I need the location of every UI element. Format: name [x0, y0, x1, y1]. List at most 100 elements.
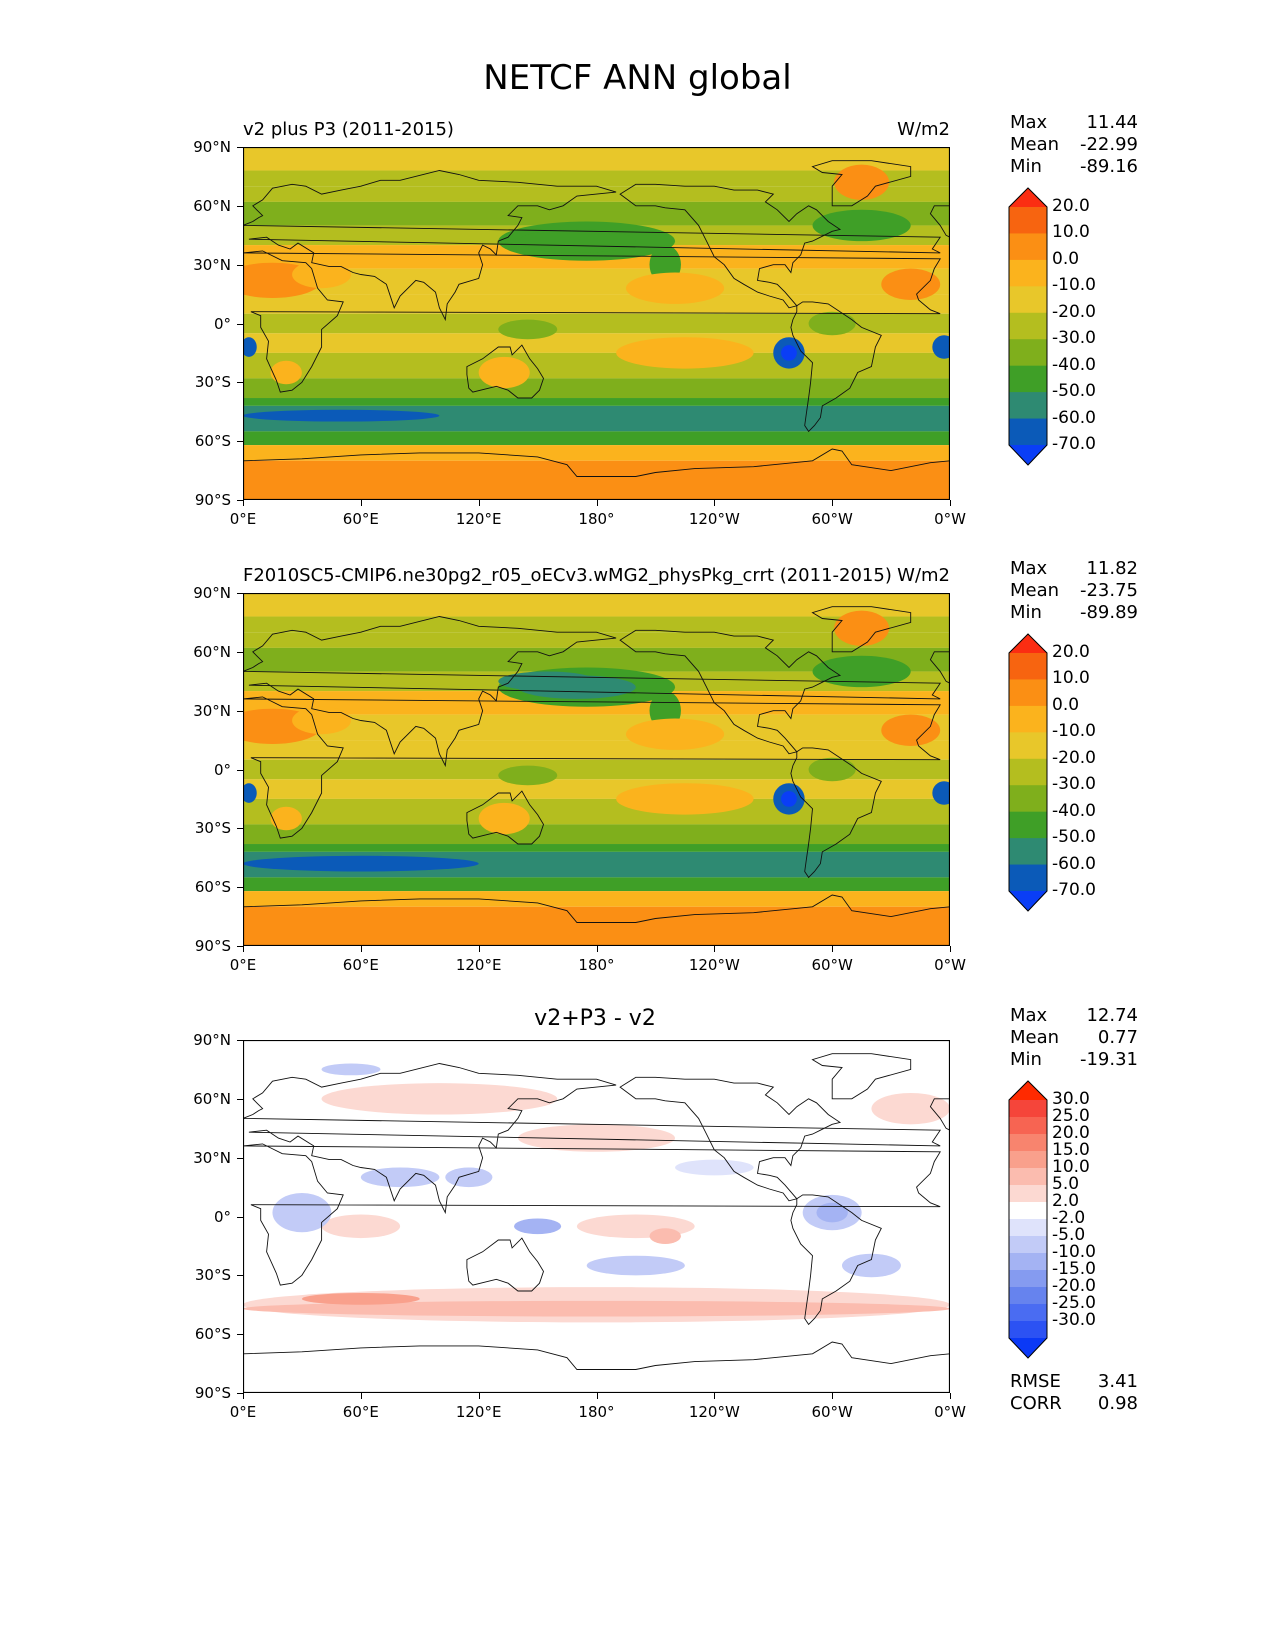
y-tick-mark — [237, 651, 243, 653]
colorbar-label: -20.0 — [1052, 1276, 1096, 1296]
colorbar-label: 5.0 — [1052, 1174, 1080, 1194]
x-tick-mark — [950, 1393, 951, 1399]
colorbar-label: 15.0 — [1052, 1140, 1090, 1160]
coastlines — [243, 160, 950, 500]
x-tick-mark — [832, 946, 834, 952]
colorbar-label: -30.0 — [1052, 1310, 1096, 1330]
colorbar-label: 2.0 — [1052, 1191, 1080, 1211]
colorbar-label: 20.0 — [1052, 642, 1090, 662]
stat-label: Min — [1010, 1049, 1042, 1070]
x-tick-mark — [832, 500, 834, 506]
colorbar-extend-max — [1009, 188, 1047, 207]
stat-value: 11.82 — [1086, 558, 1138, 579]
colorbar-outline — [1008, 633, 1048, 912]
coastline-eastAmerica — [929, 651, 950, 684]
contour-field — [243, 593, 950, 946]
colorbar-extend-max — [1009, 634, 1047, 653]
colorbar-label: -20.0 — [1052, 301, 1096, 322]
map-plot — [243, 593, 950, 946]
colorbar-segment — [1009, 811, 1047, 839]
x-tick-label: 60°E — [342, 510, 379, 528]
colorbar-extend-max — [1009, 1081, 1047, 1100]
stat-min: Min -89.16 — [1010, 156, 1138, 178]
coastline-eurasia — [243, 1063, 942, 1215]
y-tick-label: 90°N — [193, 138, 231, 156]
colorbar-segment — [1009, 418, 1047, 446]
y-tick-mark — [237, 887, 243, 889]
y-tick-label: 60°N — [193, 196, 231, 215]
y-tick-label: 60°S — [194, 878, 231, 897]
coastline-samerica — [790, 747, 882, 879]
coastline-samerica — [790, 301, 882, 433]
metric-label: CORR — [1010, 1393, 1062, 1414]
x-tick-mark — [714, 1393, 716, 1399]
y-tick-mark — [237, 147, 243, 148]
map-plot — [243, 147, 950, 500]
stat-label: Max — [1010, 112, 1048, 133]
x-tick-label: 0°W — [934, 510, 966, 528]
coastline-antarctica — [243, 448, 950, 500]
colorbar-segment — [1009, 1134, 1047, 1152]
y-tick-label: 30°N — [193, 1148, 231, 1167]
x-tick-mark — [360, 1393, 362, 1399]
stat-value: -89.16 — [1079, 156, 1138, 177]
x-tick-label: 120°W — [688, 956, 740, 974]
colorbar-segment — [1009, 339, 1047, 367]
y-tick-mark — [237, 1157, 243, 1159]
panel-title: v2+P3 - v2 — [534, 1006, 656, 1031]
colorbar-label: -10.0 — [1052, 721, 1096, 742]
colorbar-segment — [1009, 1100, 1047, 1118]
y-tick-mark — [237, 946, 243, 947]
y-tick-label: 90°N — [193, 584, 231, 602]
metric-value: 3.41 — [1097, 1371, 1138, 1392]
y-tick-mark — [237, 1334, 243, 1336]
y-tick-label: 90°S — [194, 491, 231, 509]
stat-mean: Mean 0.77 — [1010, 1027, 1138, 1049]
colorbar-label: -25.0 — [1052, 1293, 1096, 1313]
x-tick-mark — [832, 1393, 834, 1399]
y-tick-label: 30°S — [194, 819, 231, 838]
y-tick-label: 90°S — [194, 937, 231, 955]
y-tick-label: 0° — [213, 1207, 231, 1226]
stats-block: Max 11.44 Mean -22.99 Min -89.16 — [1010, 112, 1138, 178]
colorbar-segment — [1009, 1253, 1047, 1271]
metric-label: RMSE — [1010, 1371, 1061, 1392]
colorbar-segment — [1009, 207, 1047, 234]
y-tick-label: 60°S — [194, 1325, 231, 1344]
colorbar-segment — [1009, 286, 1047, 314]
map-plot — [243, 1040, 950, 1393]
colorbar-label: -50.0 — [1052, 381, 1096, 402]
stat-max: Max 12.74 — [1010, 1005, 1138, 1027]
colorbar-label: 20.0 — [1052, 1123, 1090, 1143]
colorbar-extend-min — [1009, 445, 1047, 465]
stat-min: Min -19.31 — [1010, 1049, 1138, 1071]
metric-rmse: RMSE 3.41 — [1010, 1371, 1138, 1393]
colorbar-segment — [1009, 785, 1047, 813]
figure-title: NETCF ANN global — [483, 58, 792, 98]
colorbar-label: -60.0 — [1052, 407, 1096, 428]
y-tick-mark — [237, 593, 243, 594]
coastline-eurasia — [243, 170, 942, 322]
y-tick-mark — [237, 205, 243, 207]
colorbar-label: -60.0 — [1052, 853, 1096, 874]
colorbar-label: -20.0 — [1052, 747, 1096, 768]
x-tick-mark — [478, 1393, 480, 1399]
colorbar-label: 10.0 — [1052, 668, 1090, 689]
map-frame — [243, 147, 950, 500]
y-tick-label: 30°S — [194, 1266, 231, 1285]
colorbar-segment — [1009, 1202, 1047, 1220]
x-tick-mark — [950, 500, 951, 506]
colorbar-label: 10.0 — [1052, 222, 1090, 243]
coastline-greenland — [811, 1053, 912, 1100]
y-tick-mark — [237, 441, 243, 443]
contour-field — [243, 147, 950, 500]
colorbar — [1008, 633, 1048, 912]
colorbar-segment — [1009, 838, 1047, 866]
x-tick-label: 120°W — [688, 510, 740, 528]
coastline-australia — [466, 344, 544, 399]
x-tick-label: 180° — [578, 956, 615, 974]
x-tick-label: 0°E — [229, 510, 257, 528]
colorbar-label: -70.0 — [1052, 434, 1096, 454]
x-tick-mark — [596, 1393, 598, 1399]
colorbar-label: 10.0 — [1052, 1157, 1090, 1177]
